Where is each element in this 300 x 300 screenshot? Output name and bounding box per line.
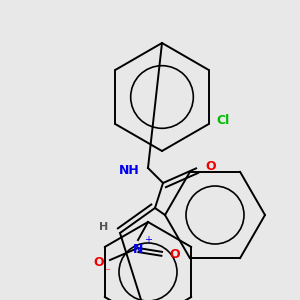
Text: O: O xyxy=(169,248,180,260)
Text: N: N xyxy=(133,243,143,256)
Text: H: H xyxy=(99,222,108,232)
Text: O: O xyxy=(205,160,216,172)
Text: NH: NH xyxy=(119,164,140,178)
Text: ⁻: ⁻ xyxy=(104,267,110,277)
Text: O: O xyxy=(93,256,104,269)
Text: +: + xyxy=(144,235,152,245)
Text: Cl: Cl xyxy=(217,115,230,128)
